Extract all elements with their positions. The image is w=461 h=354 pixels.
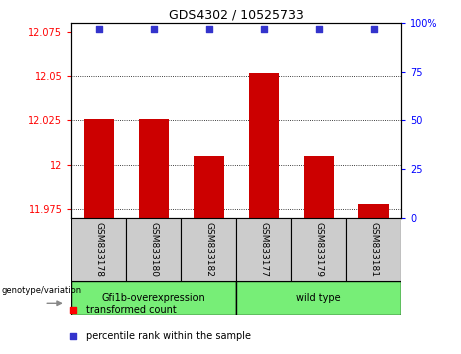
- Point: [315, 26, 322, 32]
- Bar: [359, 204, 389, 218]
- Point: [95, 26, 103, 32]
- Text: transformed count: transformed count: [87, 305, 177, 315]
- Bar: [71, 218, 126, 281]
- Point: [69, 333, 77, 339]
- Bar: [71, 281, 236, 315]
- Text: GSM833180: GSM833180: [149, 222, 159, 277]
- Text: GSM833179: GSM833179: [314, 222, 323, 277]
- Text: GSM833182: GSM833182: [204, 222, 213, 277]
- Text: Gfi1b-overexpression: Gfi1b-overexpression: [102, 293, 206, 303]
- Bar: [139, 119, 169, 218]
- Bar: [126, 218, 181, 281]
- Bar: [248, 73, 279, 218]
- Text: percentile rank within the sample: percentile rank within the sample: [87, 331, 251, 341]
- Bar: [181, 218, 236, 281]
- Text: GSM833177: GSM833177: [259, 222, 268, 277]
- Point: [69, 307, 77, 313]
- Point: [205, 26, 213, 32]
- Text: wild type: wild type: [296, 293, 341, 303]
- Bar: [236, 218, 291, 281]
- Bar: [291, 218, 346, 281]
- Bar: [194, 156, 224, 218]
- Text: GSM833181: GSM833181: [369, 222, 378, 277]
- Bar: [346, 218, 401, 281]
- Bar: [303, 156, 334, 218]
- Title: GDS4302 / 10525733: GDS4302 / 10525733: [169, 9, 304, 22]
- Text: genotype/variation: genotype/variation: [1, 286, 82, 295]
- Point: [260, 26, 267, 32]
- Text: GSM833178: GSM833178: [95, 222, 103, 277]
- Point: [150, 26, 158, 32]
- Bar: [84, 119, 114, 218]
- Point: [370, 26, 377, 32]
- Bar: [236, 281, 401, 315]
